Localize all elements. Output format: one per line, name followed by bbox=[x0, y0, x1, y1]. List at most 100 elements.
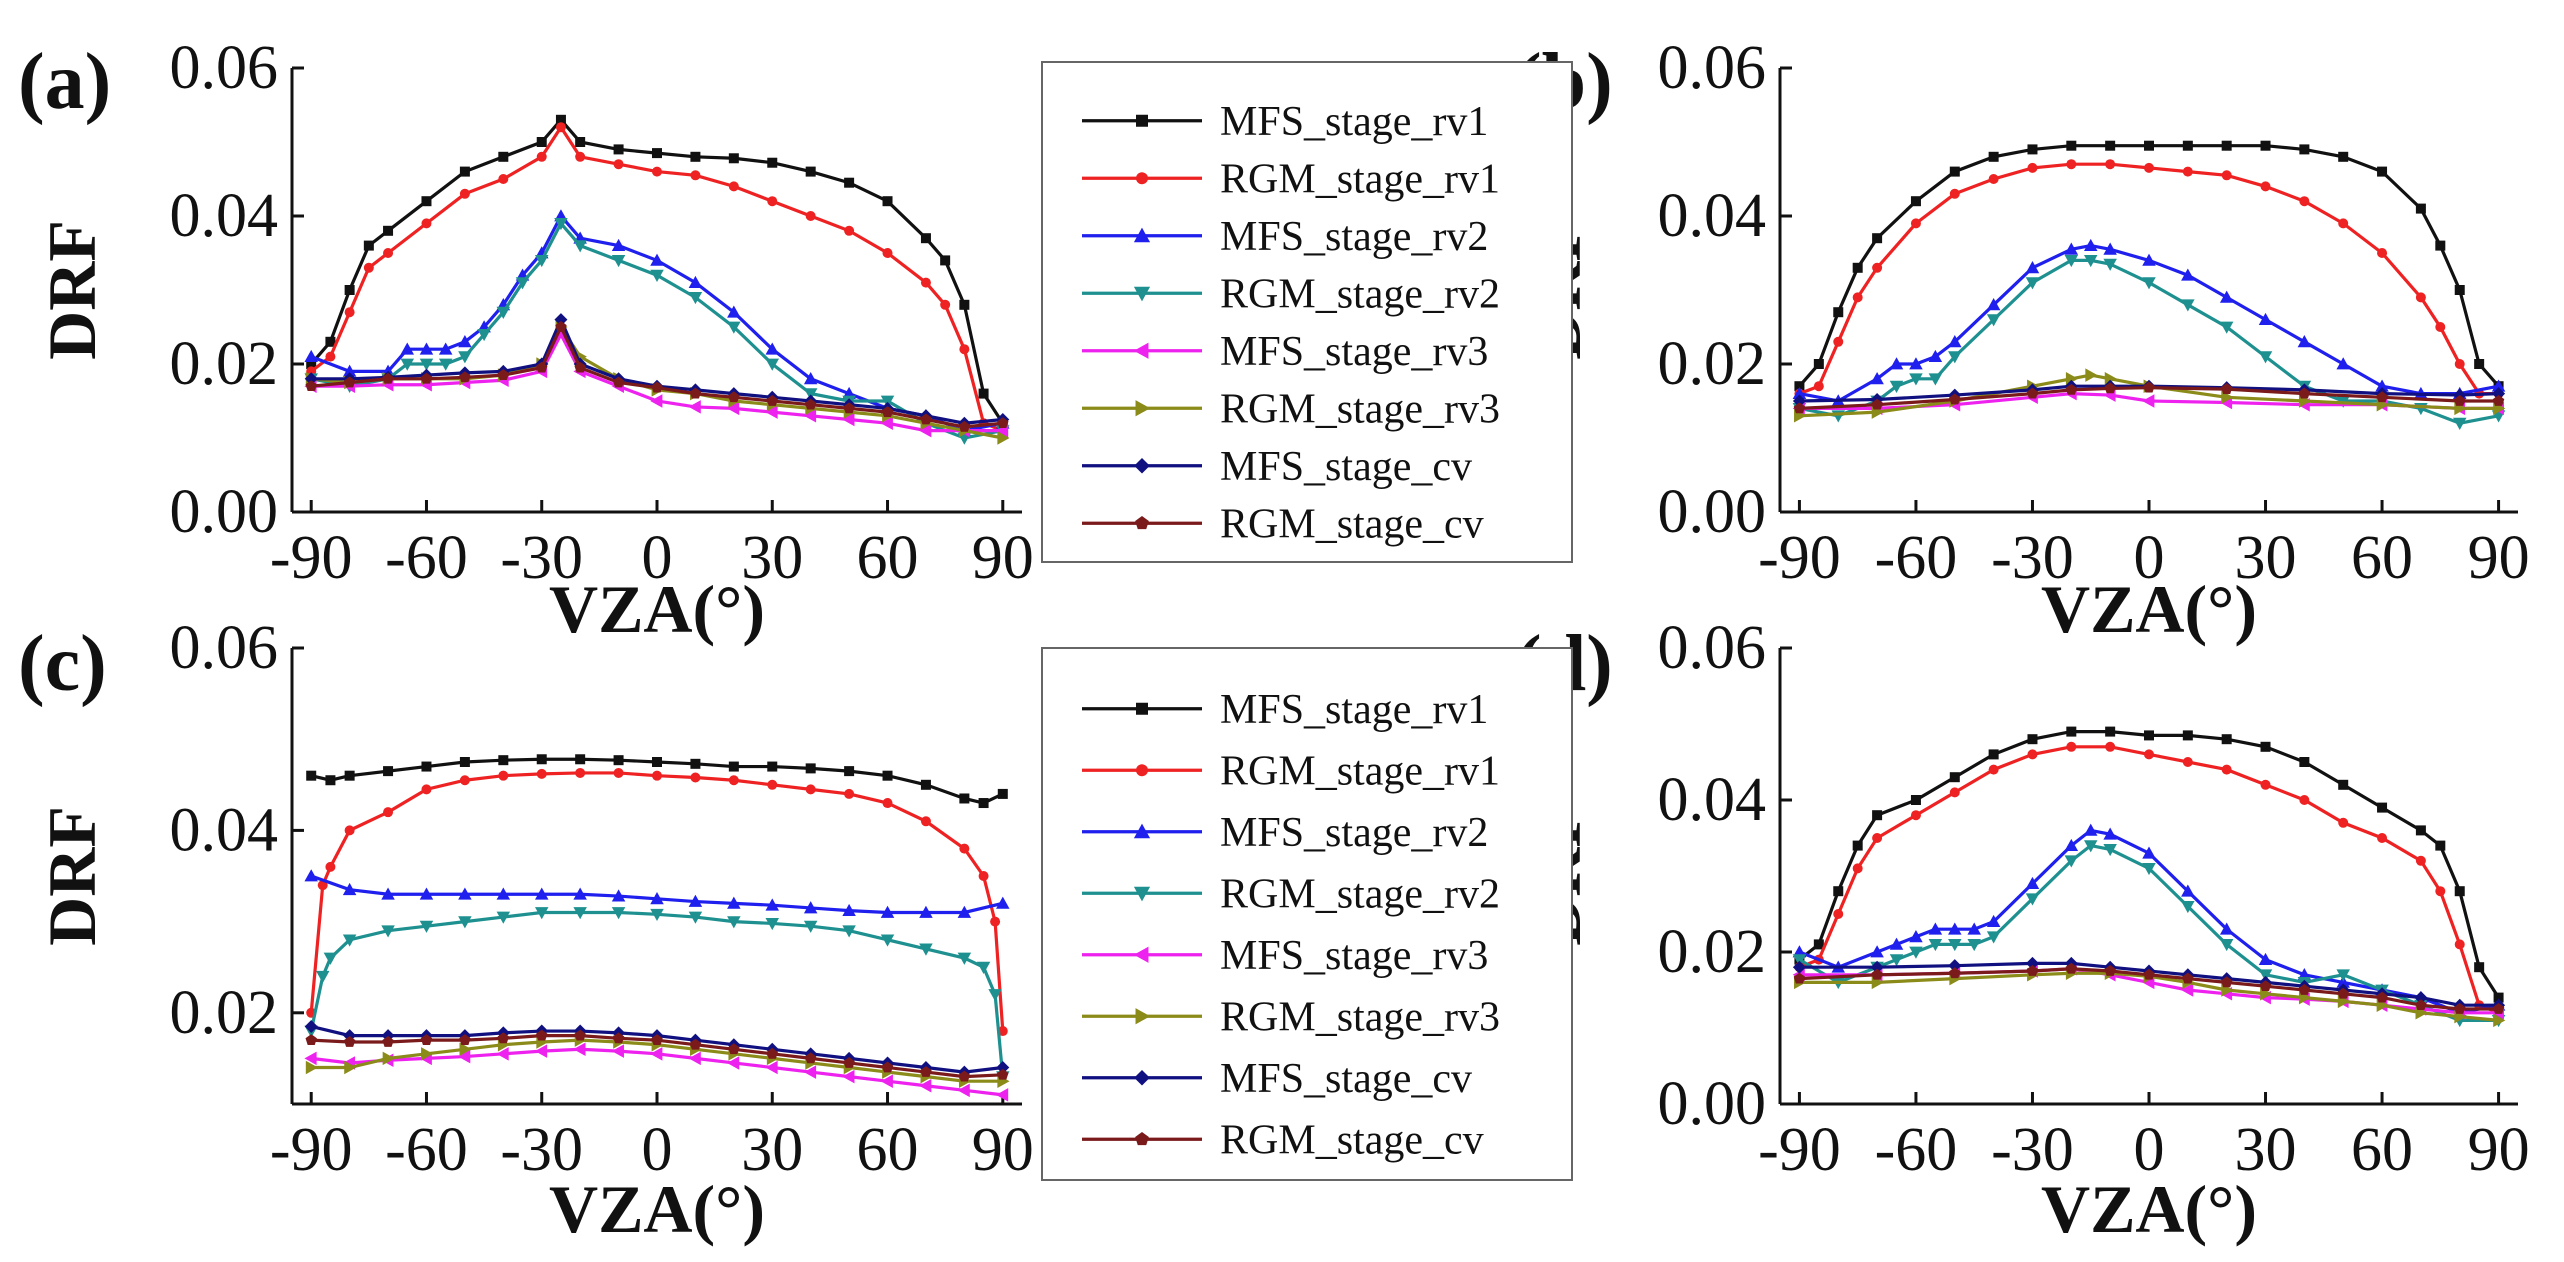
legend-marker-MFS_stage_cv bbox=[1134, 457, 1150, 474]
data-point-MFS_stage_rv3 bbox=[803, 409, 817, 423]
data-point-MFS_stage_rv1 bbox=[2105, 726, 2116, 737]
data-point-RGM_stage_rv1 bbox=[613, 767, 624, 778]
data-point-MFS_stage_rv1 bbox=[652, 148, 662, 159]
data-point-RGM_stage_rv1 bbox=[613, 159, 624, 170]
data-point-MFS_stage_rv2 bbox=[2336, 975, 2350, 988]
x-tick-label: 60 bbox=[857, 1116, 919, 1184]
data-point-MFS_stage_rv2 bbox=[996, 896, 1010, 909]
data-point-MFS_stage_rv3 bbox=[727, 1056, 740, 1070]
data-point-RGM_stage_cv bbox=[497, 1032, 510, 1044]
data-point-MFS_stage_rv1 bbox=[459, 757, 470, 767]
legend-marker-MFS_stage_rv1 bbox=[1136, 702, 1148, 715]
data-point-MFS_stage_rv2 bbox=[611, 889, 626, 902]
data-point-RGM_stage_cv bbox=[2220, 383, 2233, 395]
data-point-RGM_stage_rv2 bbox=[458, 351, 472, 364]
data-point-RGM_stage_rv1 bbox=[575, 151, 586, 162]
data-point-MFS_stage_rv1 bbox=[690, 758, 701, 769]
legend-label-RGM_stage_cv: RGM_stage_cv bbox=[1220, 501, 1484, 547]
data-point-MFS_stage_rv1 bbox=[498, 151, 509, 162]
data-point-MFS_stage_rv1 bbox=[306, 770, 317, 781]
data-point-MFS_stage_rv1 bbox=[2260, 741, 2271, 752]
data-point-MFS_stage_rv2 bbox=[304, 869, 318, 882]
data-point-RGM_stage_rv2 bbox=[573, 907, 587, 920]
x-tick-label: -30 bbox=[500, 524, 583, 592]
data-point-RGM_stage_rv2 bbox=[573, 240, 587, 253]
data-point-RGM_stage_rv2 bbox=[2336, 969, 2350, 982]
data-point-RGM_stage_rv1 bbox=[421, 784, 432, 795]
data-point-MFS_stage_rv1 bbox=[344, 770, 355, 781]
data-point-MFS_stage_rv1 bbox=[613, 755, 624, 766]
x-tick-label: -60 bbox=[1875, 524, 1958, 592]
data-point-RGM_stage_rv1 bbox=[498, 770, 509, 781]
series-line-MFS_stage_rv3 bbox=[311, 330, 1003, 433]
data-point-RGM_stage_rv1 bbox=[1910, 218, 1921, 229]
data-point-RGM_stage_cv bbox=[343, 1035, 356, 1047]
x-tick-label: -30 bbox=[1991, 524, 2074, 592]
data-point-MFS_stage_rv3 bbox=[996, 1088, 1009, 1102]
data-point-MFS_stage_rv1 bbox=[2066, 726, 2077, 737]
data-point-RGM_stage_cv bbox=[1793, 402, 1806, 414]
data-point-RGM_stage_rv1 bbox=[990, 916, 1001, 927]
data-point-MFS_stage_rv3 bbox=[880, 416, 893, 430]
data-point-RGM_stage_rv1 bbox=[940, 299, 951, 310]
x-tick-label: 90 bbox=[972, 524, 1034, 592]
data-point-RGM_stage_cv bbox=[420, 372, 433, 384]
data-point-RGM_stage_cv bbox=[2104, 965, 2116, 976]
data-point-RGM_stage_rv1 bbox=[459, 188, 470, 199]
data-point-RGM_stage_cv bbox=[689, 1038, 702, 1050]
data-point-RGM_stage_cv bbox=[766, 395, 778, 406]
data-point-MFS_stage_rv1 bbox=[2182, 730, 2193, 741]
panel-b: 0.000.020.040.06-90-60-300306090(b)VZA(°… bbox=[1515, 34, 2530, 647]
data-point-MFS_stage_rv1 bbox=[2454, 285, 2465, 295]
data-point-MFS_stage_rv1 bbox=[2377, 802, 2388, 813]
data-point-MFS_stage_rv1 bbox=[2144, 140, 2154, 151]
data-point-MFS_stage_rv1 bbox=[997, 788, 1008, 799]
data-point-RGM_stage_cv bbox=[881, 1061, 894, 1073]
data-point-RGM_stage_rv2 bbox=[1792, 954, 1807, 967]
data-point-RGM_stage_cv bbox=[2259, 980, 2272, 992]
data-point-MFS_stage_rv2 bbox=[381, 887, 395, 900]
y-tick-label: 0.04 bbox=[170, 796, 279, 864]
x-tick-label: -90 bbox=[270, 1116, 353, 1184]
data-point-MFS_stage_rv1 bbox=[363, 240, 374, 251]
legend-label-MFS_stage_rv2: MFS_stage_rv2 bbox=[1220, 810, 1488, 856]
data-point-RGM_stage_rv2 bbox=[381, 925, 395, 938]
data-point-MFS_stage_rv3 bbox=[688, 1051, 701, 1066]
data-point-RGM_stage_cv bbox=[574, 361, 586, 373]
data-point-RGM_stage_cv bbox=[2492, 395, 2505, 406]
data-point-RGM_stage_rv1 bbox=[2221, 764, 2232, 775]
data-point-RGM_stage_rv1 bbox=[2105, 741, 2116, 752]
data-point-RGM_stage_cv bbox=[2065, 383, 2078, 395]
data-point-MFS_stage_rv1 bbox=[690, 151, 701, 162]
series-line-RGM_stage_rv3 bbox=[1799, 971, 2499, 1022]
data-point-RGM_stage_rv2 bbox=[1909, 373, 1923, 386]
data-point-MFS_stage_rv1 bbox=[844, 766, 855, 777]
x-tick-label: 60 bbox=[2351, 524, 2413, 592]
data-point-MFS_stage_rv1 bbox=[1852, 840, 1863, 851]
data-point-MFS_stage_rv2 bbox=[1986, 914, 2001, 927]
data-point-MFS_stage_rv3 bbox=[688, 400, 701, 414]
data-point-MFS_stage_rv1 bbox=[2182, 140, 2193, 151]
series-line-MFS_stage_rv2 bbox=[1799, 243, 2499, 403]
data-point-MFS_stage_rv2 bbox=[957, 905, 972, 918]
x-tick-label: 30 bbox=[741, 1116, 803, 1184]
data-point-MFS_stage_rv3 bbox=[611, 1044, 624, 1058]
data-point-MFS_stage_rv1 bbox=[2260, 140, 2271, 151]
data-point-MFS_stage_rv1 bbox=[940, 255, 951, 266]
data-point-MFS_stage_rv2 bbox=[727, 896, 741, 909]
data-point-RGM_stage_rv2 bbox=[803, 388, 818, 401]
data-point-MFS_stage_rv1 bbox=[882, 770, 893, 781]
data-point-RGM_stage_rv1 bbox=[844, 225, 855, 236]
data-point-RGM_stage_rv2 bbox=[765, 918, 780, 931]
data-point-MFS_stage_rv1 bbox=[306, 359, 317, 369]
data-point-MFS_stage_rv2 bbox=[2083, 823, 2098, 836]
data-point-RGM_stage_rv1 bbox=[690, 170, 701, 181]
data-point-RGM_stage_cv bbox=[2376, 391, 2388, 403]
x-tick-label: 30 bbox=[2235, 524, 2297, 592]
legend-marker-RGM_stage_rv1 bbox=[1136, 764, 1148, 777]
data-point-RGM_stage_cv bbox=[497, 369, 510, 380]
legend-label-MFS_stage_rv1: MFS_stage_rv1 bbox=[1220, 99, 1488, 145]
data-point-RGM_stage_cv bbox=[382, 372, 394, 384]
legend-label-MFS_stage_rv3: MFS_stage_rv3 bbox=[1220, 933, 1488, 979]
data-point-RGM_stage_rv1 bbox=[652, 770, 662, 781]
